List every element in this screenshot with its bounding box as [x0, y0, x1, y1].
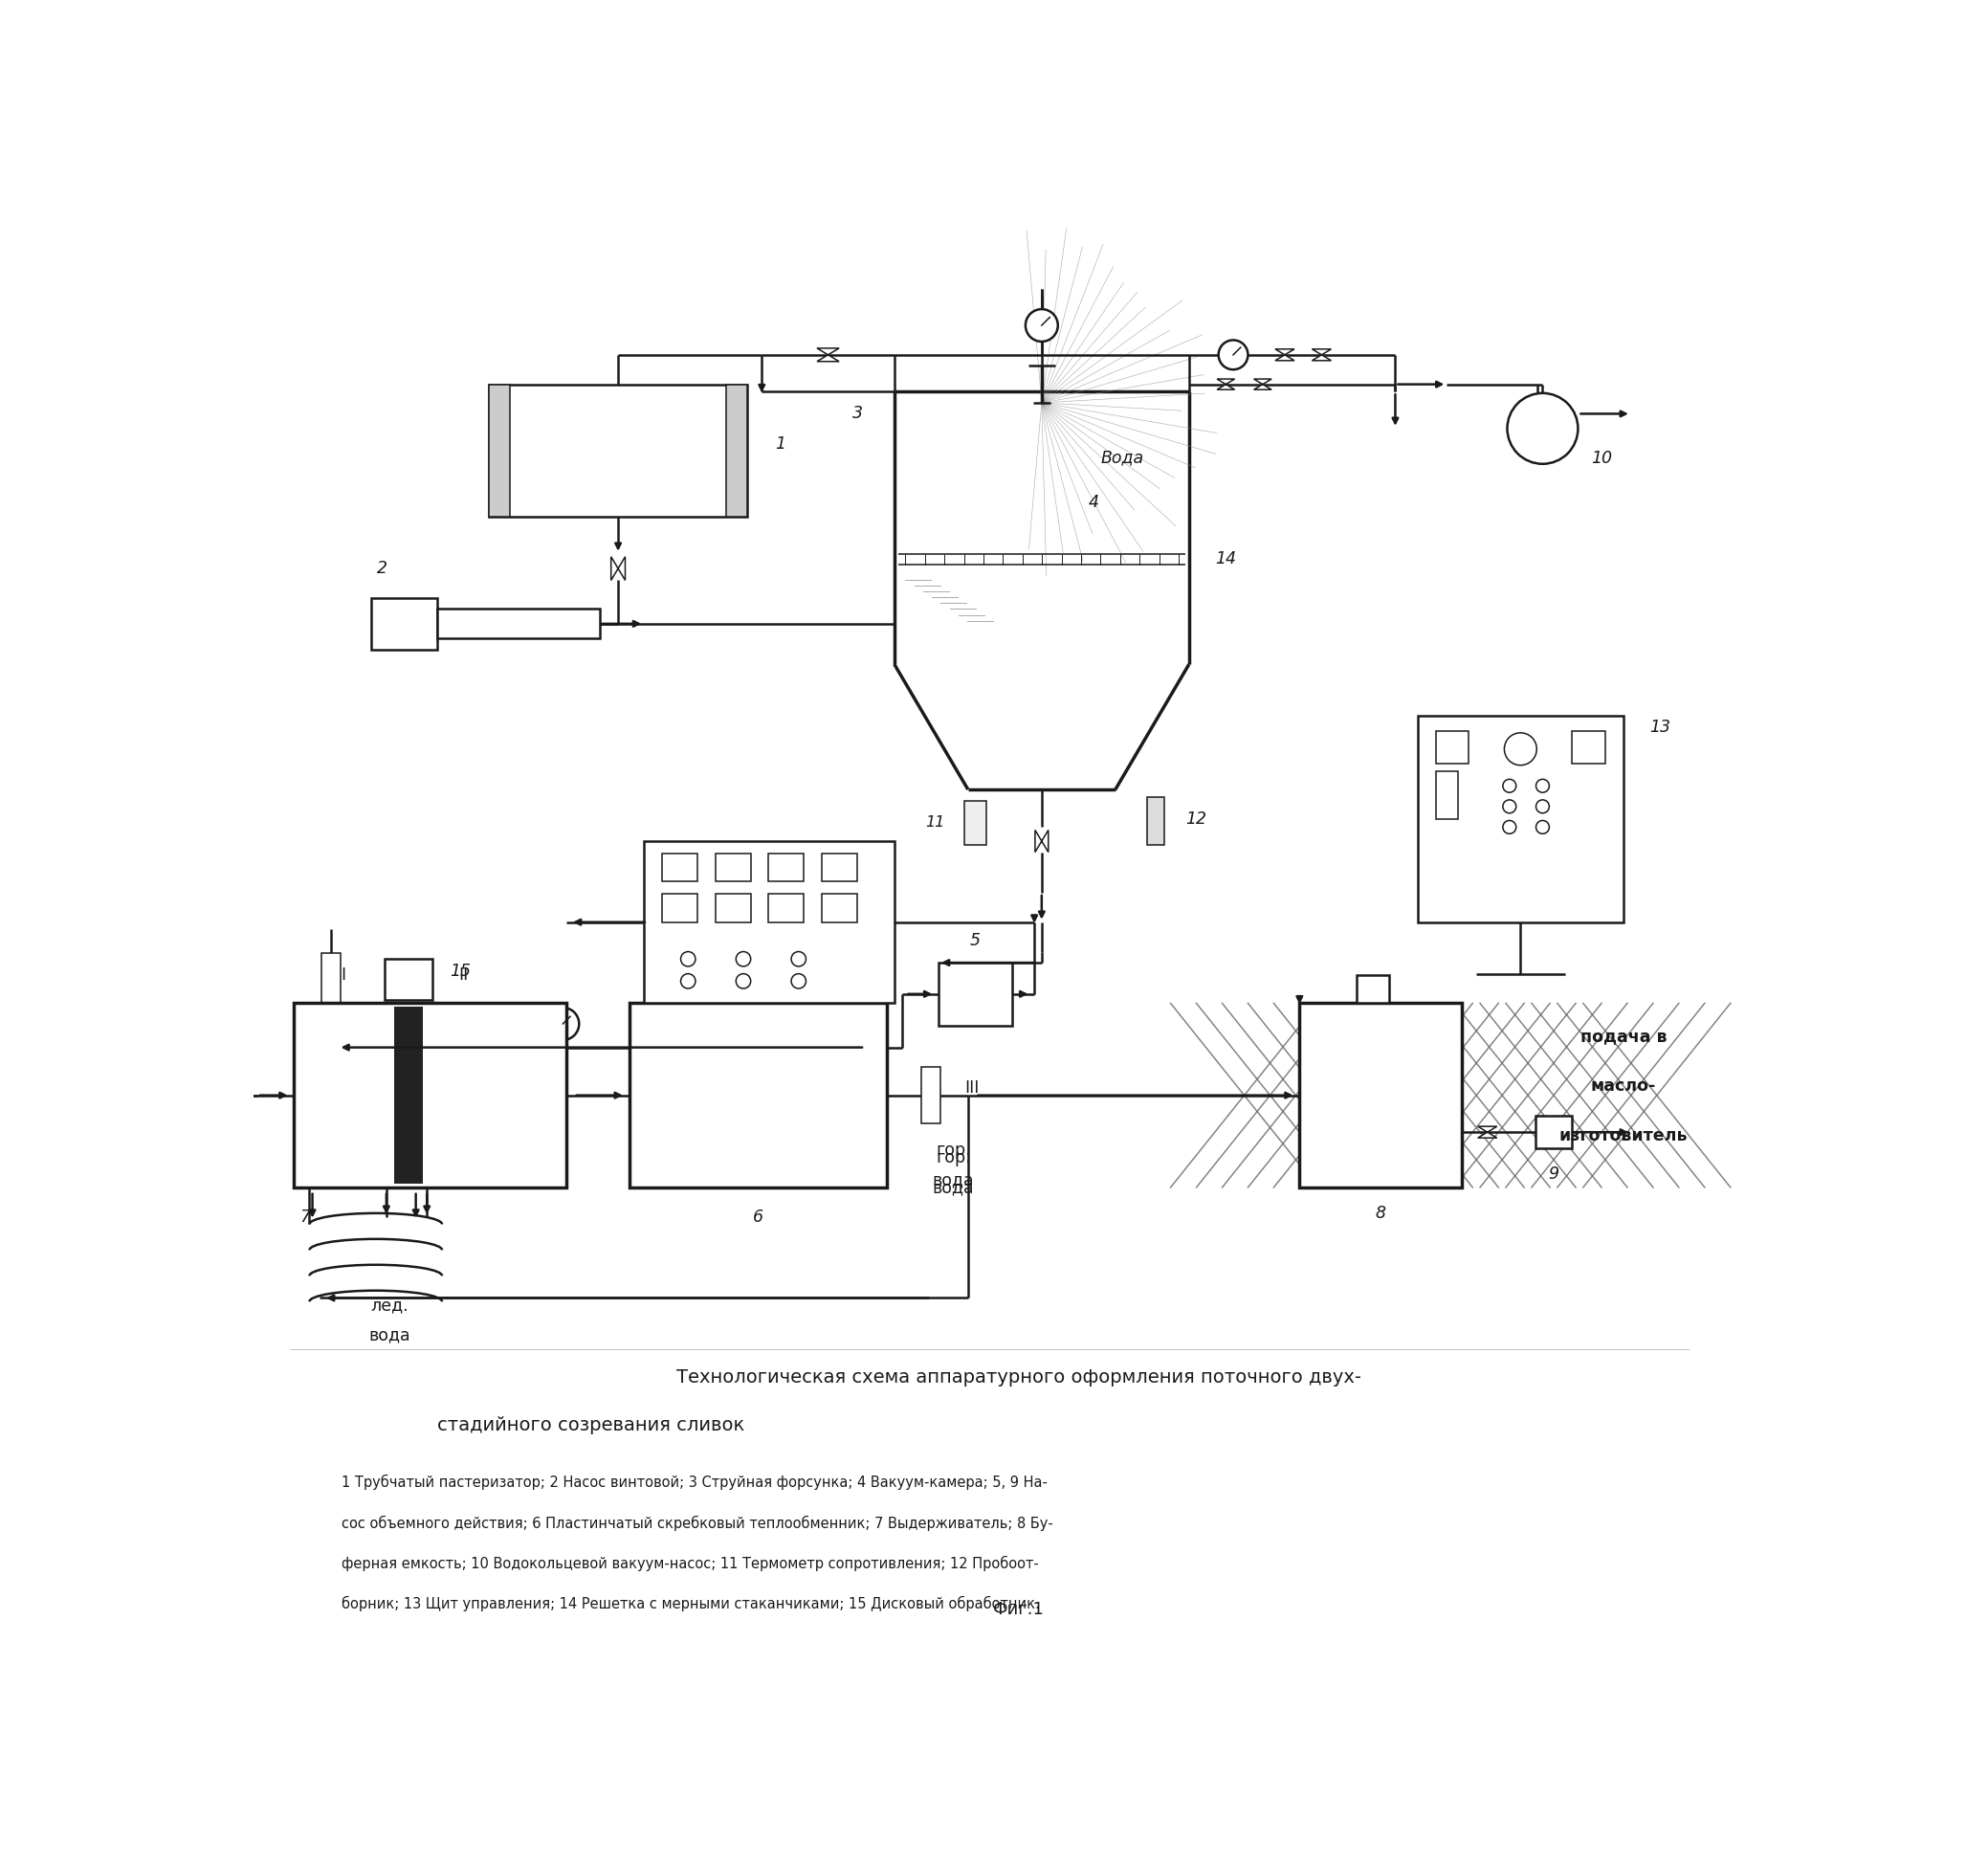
Circle shape [1503, 779, 1517, 792]
Text: гор.: гор. [936, 1143, 970, 1159]
Text: сос объемного действия; 6 Пластинчатый скребковый теплообменник; 7 Выдерживатель: сос объемного действия; 6 Пластинчатый с… [342, 1515, 1054, 1530]
Circle shape [791, 953, 805, 966]
Bar [1435, 772, 1457, 818]
Polygon shape [610, 557, 624, 580]
Text: 15: 15 [449, 962, 471, 980]
Bar [628, 1003, 887, 1187]
Bar [394, 1007, 423, 1184]
Polygon shape [817, 349, 839, 362]
Circle shape [1537, 779, 1549, 792]
Bar [769, 895, 803, 923]
Bar [938, 962, 1012, 1025]
Circle shape [1507, 393, 1578, 464]
Text: 9: 9 [1549, 1165, 1559, 1184]
Bar [1535, 1117, 1573, 1148]
Bar [1147, 798, 1165, 844]
Bar [489, 384, 747, 516]
Bar [1417, 716, 1624, 923]
Bar [964, 802, 986, 844]
Bar [1356, 975, 1390, 1003]
Circle shape [1503, 820, 1517, 833]
Text: ферная емкость; 10 Водокольцевой вакуум-насос; 11 Термометр сопротивления; 12 Пр: ферная емкость; 10 Водокольцевой вакуум-… [342, 1556, 1040, 1571]
Circle shape [736, 953, 751, 966]
Polygon shape [1312, 349, 1332, 360]
Bar [922, 1068, 940, 1124]
Text: 2: 2 [378, 559, 388, 578]
Text: 1 Трубчатый пастеризатор; 2 Насос винтовой; 3 Струйная форсунка; 4 Вакуум-камера: 1 Трубчатый пастеризатор; 2 Насос винтов… [342, 1474, 1048, 1489]
Bar [644, 841, 895, 1003]
Bar [726, 384, 747, 516]
Polygon shape [1036, 829, 1048, 852]
Text: 5: 5 [970, 932, 980, 949]
Circle shape [680, 953, 696, 966]
Circle shape [1537, 800, 1549, 813]
Bar [322, 953, 340, 1008]
Circle shape [680, 973, 696, 988]
Text: вода: вода [932, 1171, 974, 1189]
Text: гор.: гор. [936, 1150, 970, 1167]
Bar [769, 854, 803, 882]
Circle shape [791, 973, 805, 988]
Text: 4: 4 [1087, 494, 1099, 511]
Bar [662, 895, 698, 923]
Circle shape [1537, 820, 1549, 833]
Bar [384, 958, 433, 999]
Text: Фиг.1: Фиг.1 [994, 1601, 1044, 1618]
Text: I: I [340, 967, 346, 984]
Text: вода: вода [932, 1178, 974, 1197]
Bar [1435, 731, 1469, 764]
Bar [294, 1003, 567, 1187]
Bar [1300, 1003, 1461, 1187]
Bar [821, 895, 857, 923]
Circle shape [1219, 339, 1248, 369]
Text: 6: 6 [753, 1208, 763, 1225]
Circle shape [1503, 800, 1517, 813]
Text: лед.: лед. [370, 1297, 408, 1314]
Bar [821, 854, 857, 882]
Bar [662, 854, 698, 882]
Polygon shape [1217, 378, 1235, 390]
Bar [716, 895, 751, 923]
Circle shape [736, 973, 751, 988]
Text: II: II [457, 967, 467, 984]
Bar [1573, 731, 1604, 764]
Text: 14: 14 [1215, 550, 1237, 567]
Bar [716, 854, 751, 882]
Circle shape [1505, 733, 1537, 766]
Text: 8: 8 [1376, 1204, 1386, 1221]
Text: Технологическая схема аппаратурного оформления поточного двух-: Технологическая схема аппаратурного офор… [676, 1368, 1362, 1387]
Text: 10: 10 [1590, 449, 1612, 466]
Circle shape [547, 1008, 579, 1040]
Polygon shape [1477, 1126, 1497, 1137]
Bar [437, 610, 600, 639]
Text: 3: 3 [853, 404, 863, 423]
Text: стадийного созревания сливок: стадийного созревания сливок [437, 1417, 746, 1433]
Text: 13: 13 [1650, 718, 1672, 736]
Text: 7: 7 [300, 1208, 310, 1225]
Text: подача в: подача в [1580, 1027, 1666, 1046]
Text: борник; 13 Щит управления; 14 Решетка с мерными стаканчиками; 15 Дисковый обрабо: борник; 13 Щит управления; 14 Решетка с … [342, 1596, 1040, 1612]
Text: III: III [964, 1079, 978, 1096]
Bar [489, 384, 509, 516]
Bar [372, 598, 437, 649]
Polygon shape [1274, 349, 1294, 360]
Circle shape [1026, 309, 1058, 341]
Text: 12: 12 [1187, 811, 1207, 828]
Text: 11: 11 [924, 816, 944, 829]
Text: масло-: масло- [1590, 1077, 1656, 1094]
Text: 1: 1 [775, 436, 785, 453]
Text: изготовитель: изготовитель [1559, 1128, 1688, 1144]
Text: вода: вода [368, 1325, 410, 1344]
Text: Вода: Вода [1101, 449, 1145, 466]
Polygon shape [1254, 378, 1272, 390]
